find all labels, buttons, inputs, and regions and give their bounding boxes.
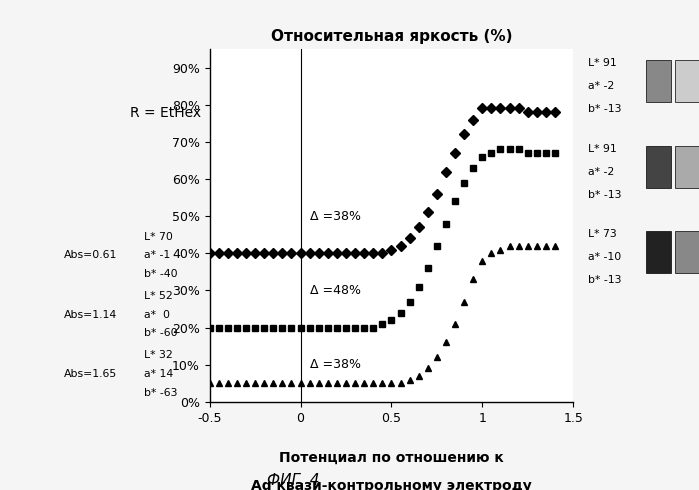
Text: Δ =38%: Δ =38% <box>310 358 361 371</box>
Text: a* -2: a* -2 <box>588 81 614 91</box>
Bar <box>675 146 699 188</box>
Text: Abs=1.14: Abs=1.14 <box>64 310 117 319</box>
Text: ФИГ. 4: ФИГ. 4 <box>267 473 320 488</box>
Text: L* 73: L* 73 <box>588 229 617 239</box>
Bar <box>646 146 671 188</box>
Bar <box>675 231 699 273</box>
Text: a* -1: a* -1 <box>144 250 171 260</box>
Text: b* -60: b* -60 <box>144 328 178 339</box>
Text: b* -13: b* -13 <box>588 104 621 114</box>
Text: L* 91: L* 91 <box>588 144 617 154</box>
Text: Δ =48%: Δ =48% <box>310 284 361 297</box>
Text: L* 32: L* 32 <box>144 350 173 360</box>
Text: Abs=0.61: Abs=0.61 <box>64 250 117 260</box>
Text: a* 14: a* 14 <box>144 369 173 379</box>
Text: R = EtHex: R = EtHex <box>130 105 201 120</box>
Text: a* -2: a* -2 <box>588 167 614 177</box>
Text: L* 91: L* 91 <box>588 58 617 68</box>
Text: Δ =38%: Δ =38% <box>310 210 361 222</box>
Text: L* 52: L* 52 <box>144 291 173 301</box>
Text: b* -13: b* -13 <box>588 190 621 200</box>
Text: Ag квази-контрольному электроду: Ag квази-контрольному электроду <box>251 479 532 490</box>
Title: Относительная яркость (%): Относительная яркость (%) <box>271 29 512 44</box>
Text: a*  0: a* 0 <box>144 310 171 319</box>
Bar <box>646 60 671 102</box>
Bar <box>675 60 699 102</box>
Text: b* -13: b* -13 <box>588 275 621 285</box>
Text: Abs=1.65: Abs=1.65 <box>64 369 117 379</box>
Bar <box>646 231 671 273</box>
Text: b* -63: b* -63 <box>144 388 178 397</box>
Text: b* -40: b* -40 <box>144 269 178 279</box>
Text: L* 70: L* 70 <box>144 232 173 242</box>
Text: a* -10: a* -10 <box>588 252 621 262</box>
Text: Потенциал по отношению к: Потенциал по отношению к <box>279 451 504 465</box>
